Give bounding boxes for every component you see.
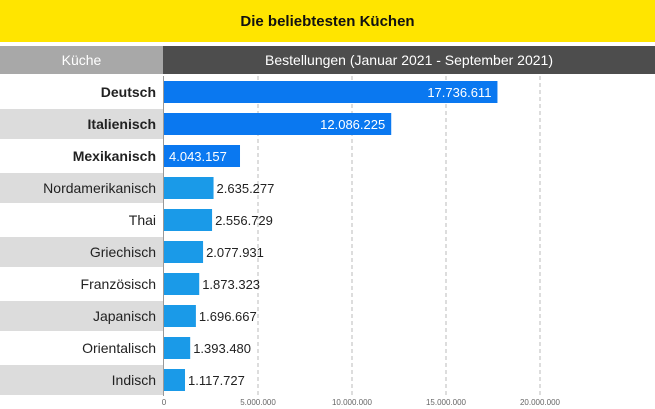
bar	[164, 337, 191, 359]
bar	[164, 273, 200, 295]
bar	[164, 241, 204, 263]
bar	[164, 113, 392, 135]
category-label: Mexikanisch	[73, 148, 156, 164]
category-label: Deutsch	[101, 84, 156, 100]
value-label: 1.117.727	[188, 373, 245, 388]
category-label: Französisch	[81, 276, 156, 292]
x-tick-label: 0	[162, 398, 167, 407]
x-tick-label: 15.000.000	[426, 398, 467, 407]
value-label: 1.696.667	[199, 309, 257, 324]
value-label: 17.736.611	[427, 85, 491, 100]
category-column-header: Küche	[0, 46, 163, 74]
value-label: 4.043.157	[169, 149, 227, 164]
category-label: Griechisch	[90, 244, 156, 260]
bar	[164, 145, 241, 167]
row-shade	[0, 237, 163, 267]
value-label: 2.556.729	[215, 213, 273, 228]
value-label: 12.086.225	[320, 117, 385, 132]
value-label: 2.077.931	[206, 245, 264, 260]
category-label: Italienisch	[88, 116, 156, 132]
row-shade	[0, 365, 163, 395]
bar	[164, 81, 498, 103]
row-shade	[0, 173, 163, 203]
bar	[164, 209, 213, 231]
value-column-header: Bestellungen (Januar 2021 - September 20…	[163, 46, 655, 74]
category-label: Japanisch	[93, 308, 156, 324]
bar	[164, 177, 214, 199]
value-label: 1.393.480	[193, 341, 251, 356]
x-tick-label: 10.000.000	[332, 398, 373, 407]
value-label: 2.635.277	[217, 181, 275, 196]
category-label: Thai	[129, 212, 156, 228]
chart-title: Die beliebtesten Küchen	[0, 0, 655, 42]
row-shade	[0, 301, 163, 331]
x-tick-label: 5.000.000	[240, 398, 276, 407]
bar	[164, 369, 186, 391]
bar	[164, 305, 196, 327]
value-label: 1.873.323	[202, 277, 260, 292]
x-tick-label: 20.000.000	[520, 398, 561, 407]
row-shade	[0, 109, 163, 139]
category-label: Orientalisch	[82, 340, 156, 356]
category-label: Nordamerikanisch	[43, 180, 156, 196]
category-label: Indisch	[112, 372, 156, 388]
